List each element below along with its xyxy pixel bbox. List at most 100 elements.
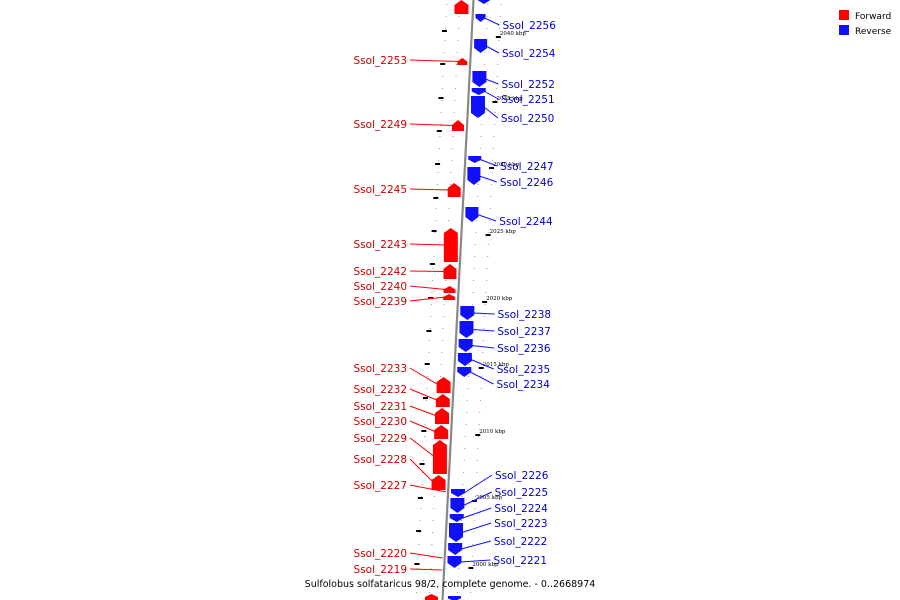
gene-label-fwd: Ssol_2233 — [354, 363, 407, 375]
track-dot — [458, 568, 460, 569]
track-dot — [433, 508, 435, 509]
gene-label-rev: Ssol_2251 — [501, 94, 554, 106]
track-dot — [440, 124, 442, 125]
gene-arrow-rev — [472, 71, 487, 87]
track-dot — [473, 532, 475, 533]
track-dot — [416, 580, 418, 581]
gene-label-rev: Ssol_2250 — [501, 113, 554, 125]
track-dot — [480, 136, 482, 137]
track-dot — [433, 256, 435, 257]
track-dot — [438, 160, 440, 161]
gene-label-rev: Ssol_2237 — [497, 326, 550, 338]
gene-label-fwd: Ssol_2249 — [354, 119, 407, 131]
gene-arrow-rev — [451, 489, 466, 497]
gene-label-rev: Ssol_2254 — [502, 48, 556, 60]
track-dot — [429, 580, 431, 581]
gene-label-fwd: Ssol_2245 — [354, 184, 407, 196]
legend-swatch — [839, 10, 849, 20]
track-dot — [436, 196, 438, 197]
scale-label: 2040 kbp — [500, 31, 527, 37]
track-dot — [480, 388, 482, 389]
track-dot — [474, 256, 476, 257]
scale-label: 2000 kbp — [472, 562, 499, 568]
track-dot — [417, 556, 419, 557]
gene-arrow-fwd — [443, 228, 458, 262]
scale-tick-minor — [429, 263, 435, 265]
track-dot — [428, 340, 430, 341]
track-dot — [415, 592, 417, 593]
track-dot — [422, 472, 424, 473]
leader-line-rev — [461, 522, 492, 533]
scale-tick — [489, 167, 495, 169]
track-dot — [498, 40, 500, 41]
track-dot — [445, 280, 447, 281]
gene-arrow-fwd — [443, 286, 456, 293]
scale-tick-minor — [424, 363, 430, 365]
gene-arrow-fwd — [447, 183, 461, 197]
track-dot — [476, 460, 478, 461]
track-dot — [487, 244, 489, 245]
track-dot — [435, 208, 437, 209]
track-dot — [422, 460, 424, 461]
scale-ticks: 2040 kbp 2035 kbp 2030 kbp 2025 kbp 2020 kbp… — [414, 30, 526, 569]
track-dot — [477, 448, 479, 449]
leader-line-rev — [484, 91, 499, 100]
leader-line-rev — [471, 345, 495, 349]
gene-label-fwd: Ssol_2240 — [354, 281, 407, 293]
leader-line-rev — [473, 312, 495, 315]
gene-label-fwd: Ssol_2227 — [354, 480, 407, 492]
track-dot — [456, 592, 458, 593]
track-dot — [453, 112, 455, 113]
leader-line-fwd — [409, 285, 446, 290]
leader-line-rev — [485, 78, 499, 85]
track-dot — [481, 124, 483, 125]
track-dot — [436, 184, 438, 185]
scale-tick-minor — [435, 163, 441, 165]
gene-fwd-top-arrow — [454, 0, 469, 14]
track-dot — [420, 496, 422, 497]
track-dot — [450, 172, 452, 173]
gene-label-rev: Ssol_2247 — [500, 161, 553, 173]
gene-arrow-rev — [471, 88, 486, 95]
leader-line-fwd — [409, 123, 455, 126]
scale-tick — [475, 434, 481, 436]
track-dot — [419, 532, 421, 533]
track-dot — [482, 340, 484, 341]
gene-label-fwd: Ssol_2239 — [354, 296, 407, 308]
track-dot — [484, 64, 486, 65]
gene-arrow-rev — [457, 353, 472, 366]
gene-arrow-rev — [459, 321, 474, 338]
leader-line-rev — [460, 559, 491, 563]
track-dot — [435, 220, 437, 221]
leader-line-rev — [485, 45, 500, 54]
gene-label-rev: Ssol_2221 — [494, 555, 547, 567]
gene-rev-bottom-arrow — [447, 596, 461, 600]
track-dot — [477, 184, 479, 185]
gene-arrow-fwd — [432, 440, 447, 474]
track-dot — [433, 496, 435, 497]
track-dot — [457, 580, 459, 581]
track-dot — [474, 508, 476, 509]
gene-label-fwd: Ssol_2220 — [354, 548, 407, 560]
track-dot — [443, 316, 445, 317]
scale-tick — [485, 234, 491, 236]
track-dot — [429, 328, 431, 329]
track-dot — [432, 268, 434, 269]
scale-tick — [468, 567, 474, 569]
track-dot — [492, 148, 494, 149]
track-dot — [437, 424, 439, 425]
track-dot — [496, 76, 498, 77]
track-dot — [499, 16, 501, 17]
track-dot — [442, 328, 444, 329]
track-dot — [448, 220, 450, 221]
track-dot — [464, 448, 466, 449]
gene-arrow-rev — [450, 498, 465, 513]
axis-line — [441, 0, 475, 600]
track-dot — [466, 412, 468, 413]
track-dot — [488, 232, 490, 233]
leader-line-rev — [479, 175, 498, 183]
track-dot — [484, 52, 486, 53]
gene-arrow-rev — [465, 207, 479, 222]
track-dot — [442, 76, 444, 77]
track-dot — [474, 496, 476, 497]
